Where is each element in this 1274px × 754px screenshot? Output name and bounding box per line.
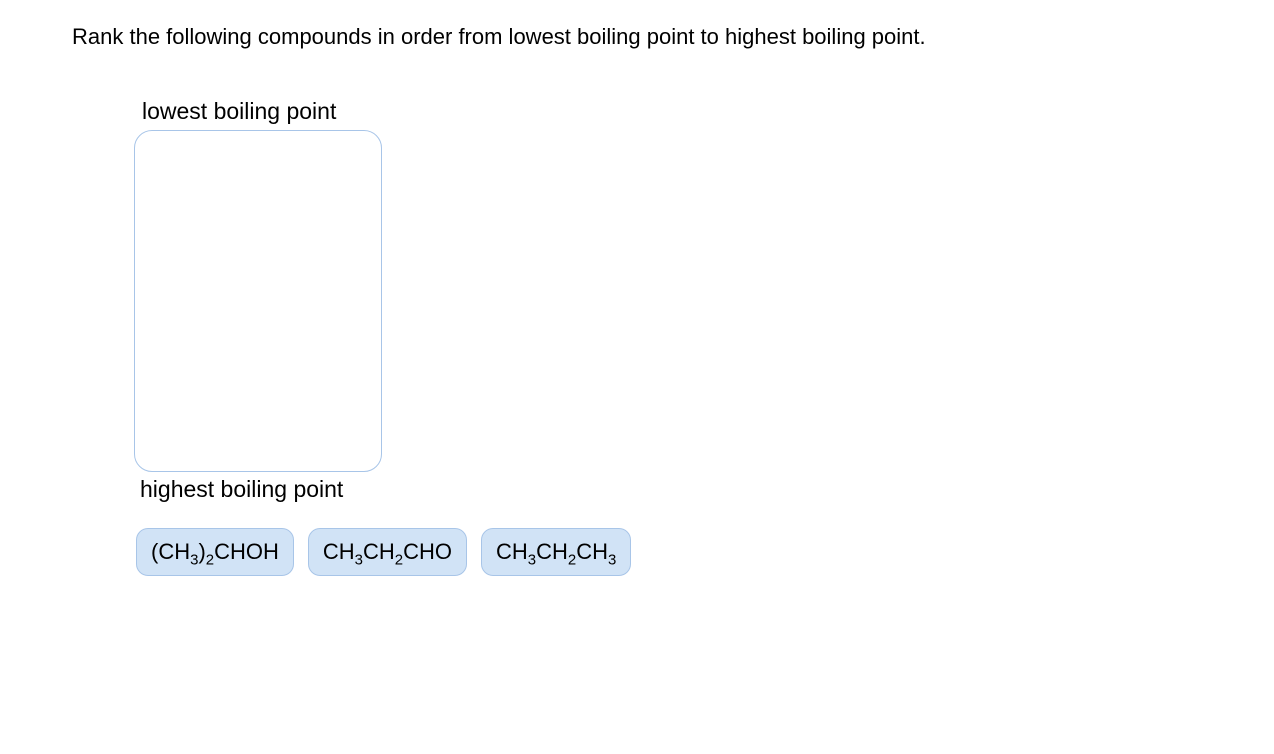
options-row: (CH3)2CHOH CH3CH2CHO CH3CH2CH3	[136, 528, 631, 576]
option-chip[interactable]: CH3CH2CHO	[308, 528, 467, 576]
ranking-drop-zone[interactable]	[134, 130, 382, 472]
question-prompt: Rank the following compounds in order fr…	[72, 24, 926, 50]
option-chip[interactable]: CH3CH2CH3	[481, 528, 631, 576]
ranking-bottom-label: highest boiling point	[140, 476, 343, 503]
ranking-top-label: lowest boiling point	[142, 98, 336, 125]
option-chip[interactable]: (CH3)2CHOH	[136, 528, 294, 576]
